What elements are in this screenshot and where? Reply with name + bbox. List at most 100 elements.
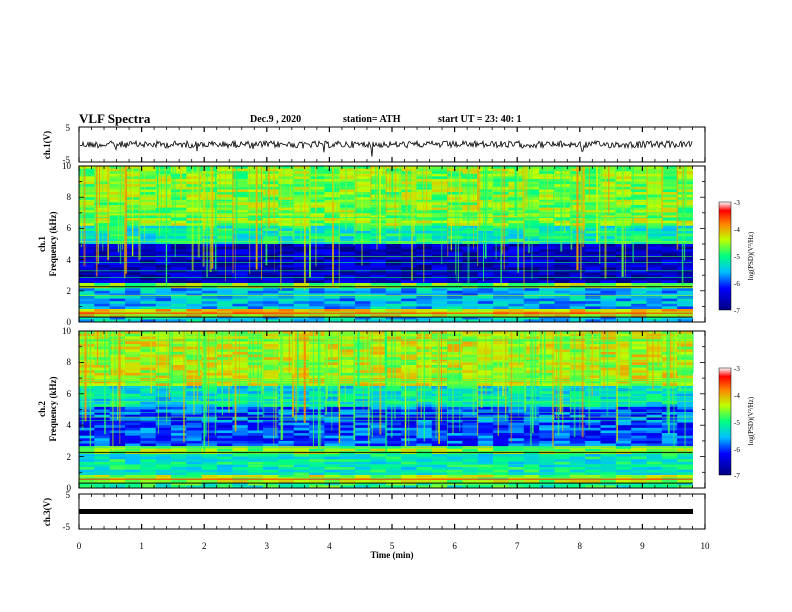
spectrogram-cell: [539, 272, 555, 276]
spectrogram-cell: [646, 427, 663, 431]
spectrogram-cell: [247, 298, 264, 302]
spectrogram-cell: [615, 385, 632, 389]
spectrogram-cell: [523, 288, 540, 292]
spectrogram-cell: [309, 414, 325, 418]
spectrogram-cell: [677, 443, 693, 447]
spectrogram-cell: [125, 438, 141, 442]
tone-line: [79, 296, 693, 298]
spectrogram-cell: [677, 298, 693, 302]
spectrogram-cell: [293, 440, 310, 444]
spectrogram-cell: [309, 179, 325, 182]
spectrogram-cell: [79, 171, 95, 175]
spectrogram-cell: [186, 370, 203, 374]
spectrogram-cell: [186, 417, 203, 421]
spectrogram-cell: [309, 225, 325, 229]
spectrogram-cell: [370, 399, 387, 403]
spectrogram-cell: [615, 228, 632, 232]
spectrogram-cell: [631, 412, 647, 416]
spectrogram-cell: [293, 453, 310, 457]
spectrogram-cell: [385, 331, 402, 335]
spectrogram-cell: [339, 267, 356, 271]
spectrogram-cell: [309, 244, 325, 247]
spectrogram-cell: [554, 264, 571, 268]
sferic-burst: [261, 166, 262, 280]
spectrogram-cell: [263, 223, 279, 227]
spectrogram-cell: [217, 179, 233, 182]
spectrogram-cell: [125, 435, 141, 439]
spectrogram-cell: [186, 357, 203, 361]
spectrogram-cell: [615, 179, 632, 182]
spectrogram-cell: [186, 290, 203, 294]
spectrogram-cell: [661, 249, 678, 253]
spectrogram-cell: [309, 251, 325, 255]
spectrogram-cell: [539, 391, 555, 395]
spectrogram-cell: [539, 264, 555, 268]
spectrogram-cell: [79, 480, 95, 484]
spectrogram-cell: [554, 192, 571, 195]
spectrogram-cell: [631, 212, 647, 216]
spectrogram-cell: [247, 254, 264, 258]
spectrogram-cell: [339, 472, 356, 476]
spectrogram-cell: [677, 280, 693, 284]
spectrogram-cell: [385, 399, 402, 403]
spectrogram-cell: [278, 225, 295, 229]
sferic-burst: [521, 166, 522, 230]
spectrogram-cell: [339, 370, 356, 374]
spectrogram-cell: [155, 404, 172, 408]
spectrogram-cell: [646, 280, 663, 284]
spectrogram-cell: [232, 254, 249, 258]
spectrogram-cell: [339, 422, 356, 426]
spectrogram-cell: [646, 231, 663, 234]
spectrogram-cell: [554, 205, 571, 208]
spectrogram-cell: [263, 262, 279, 266]
spectrogram-cell: [677, 472, 693, 476]
spectrogram-cell: [293, 474, 310, 478]
spectrogram-cell: [585, 189, 601, 193]
spectrogram-cell: [508, 244, 525, 247]
spectrogram-cell: [140, 472, 157, 476]
spectrogram-cell: [615, 259, 632, 263]
spectrogram-cell: [585, 419, 601, 423]
spectrogram-cell: [585, 218, 601, 221]
spectrogram-cell: [155, 401, 172, 405]
spectrogram-cell: [385, 251, 402, 255]
spectrogram-cell: [600, 236, 617, 240]
spectrogram-cell: [140, 331, 157, 335]
spectrogram-cell: [385, 246, 402, 250]
sferic-burst: [517, 166, 519, 273]
spectrogram-cell: [125, 298, 141, 302]
spectrogram-cell: [401, 453, 417, 457]
spectrogram-cell: [585, 375, 601, 379]
spectrogram-cell: [585, 301, 601, 305]
spectrogram-cell: [569, 351, 586, 355]
spectrogram-cell: [140, 277, 157, 281]
spectrogram-cell: [94, 215, 111, 219]
spectrogram-cell: [585, 480, 601, 484]
spectrogram-cell: [109, 192, 126, 195]
spectrogram-cell: [355, 380, 371, 384]
spectrogram-cell: [631, 220, 647, 224]
spectrogram-cell: [631, 205, 647, 208]
spectrogram-cell: [508, 257, 525, 260]
spectrogram-cell: [140, 393, 157, 397]
spectrogram-cell: [355, 346, 371, 350]
spectrogram-cell: [585, 272, 601, 276]
spectrogram-cell: [508, 301, 525, 305]
spectrogram-cell: [585, 448, 601, 452]
sferic-burst: [501, 166, 504, 255]
spectrogram-cell: [247, 357, 264, 361]
spectrogram-cell: [493, 357, 509, 361]
spectrogram-cell: [585, 440, 601, 444]
spectrogram-cell: [385, 280, 402, 284]
spectrogram-cell: [508, 399, 525, 403]
spectrogram-cell: [355, 223, 371, 227]
tone-line: [79, 232, 693, 234]
spectrogram-cell: [232, 207, 249, 211]
spectrogram-cell: [615, 241, 632, 245]
spectrogram-cell: [140, 171, 157, 175]
spectrogram-cell: [186, 467, 203, 471]
spectrogram-cell: [615, 316, 632, 320]
spectrogram-cell: [232, 251, 249, 255]
spectrogram-cell: [217, 409, 233, 413]
spectrogram-cell: [677, 354, 693, 358]
